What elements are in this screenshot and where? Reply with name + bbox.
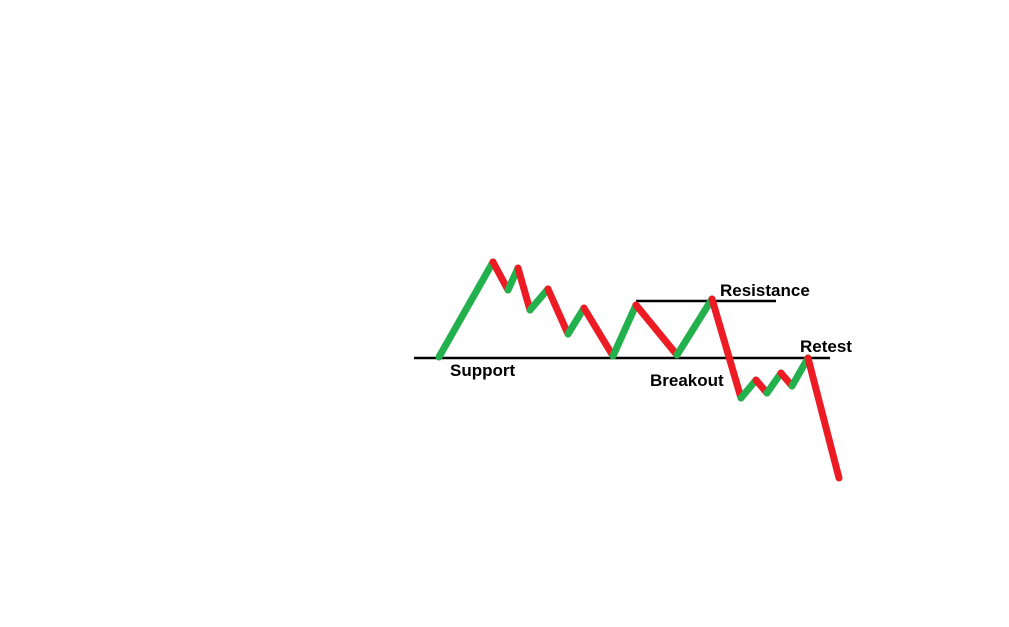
resistance-label: Resistance [720,281,810,300]
price-down-segment [804,354,843,482]
price-down-segment [632,301,681,359]
price-up-segment [435,258,497,361]
price-down-segment [544,285,572,338]
price-path [435,258,843,482]
price-up-segment [737,376,760,402]
price-up-segment [788,354,812,390]
retest-label: Retest [800,337,852,356]
breakout-label: Breakout [650,371,724,390]
price-up-segment [564,304,588,338]
price-up-segment [763,369,785,397]
price-down-segment [580,304,617,360]
price-up-segment [609,301,640,360]
price-down-segment [708,295,745,402]
price-up-segment [673,295,716,359]
price-down-segment [514,264,534,314]
price-down-segment [489,258,512,294]
price-up-segment [526,285,552,314]
support-label: Support [450,361,515,380]
